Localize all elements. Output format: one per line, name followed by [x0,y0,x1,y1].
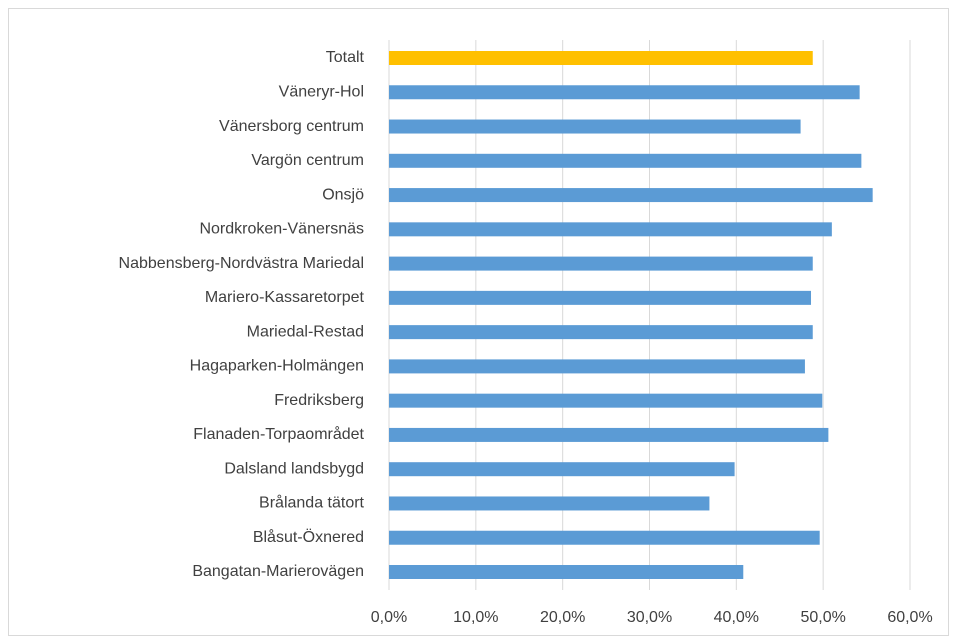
y-tick-label: Vänersborg centrum [219,118,364,135]
bar [389,530,820,545]
bar [389,427,829,442]
bar [389,496,710,511]
y-tick-label: Väneryr-Hol [279,83,364,100]
bar [389,565,744,579]
y-tick-label: Totalt [326,49,365,66]
y-tick-label: Mariero-Kassaretorpet [205,289,365,306]
y-tick-label: Nordkroken-Vänersnäs [199,221,364,238]
y-tick-label: Hagaparken-Holmängen [190,358,364,375]
bar [389,462,735,477]
y-tick-label: Fredriksberg [274,392,364,409]
y-tick-label: Bangatan-Marierovägen [192,563,364,580]
x-tick-label: 0,0% [371,609,407,626]
x-tick-label: 50,0% [800,609,845,626]
y-tick-label: Vargön centrum [251,152,364,169]
y-tick-label: Mariedal-Restad [247,323,364,340]
x-tick-label: 60,0% [887,609,932,626]
bar [389,85,860,100]
bar [389,153,862,168]
bar [389,290,812,305]
y-tick-label: Flanaden-Torpaområdet [193,425,364,443]
bar [389,222,832,237]
y-tick-label: Blåsut-Öxnered [253,528,364,546]
x-tick-label: 10,0% [453,609,498,626]
bar [389,188,873,203]
bar [389,325,813,340]
bar [389,393,823,408]
y-tick-label: Nabbensberg-Nordvästra Mariedal [119,255,364,272]
y-tick-label: Onsjö [322,186,364,203]
bar [389,256,813,271]
y-tick-label: Dalsland landsbygd [224,460,364,477]
bar [389,119,801,134]
x-tick-label: 20,0% [540,609,585,626]
bar [389,359,805,374]
x-tick-label: 40,0% [714,609,759,626]
bar [389,51,813,65]
x-tick-label: 30,0% [627,609,672,626]
y-tick-label: Brålanda tätort [259,494,365,512]
